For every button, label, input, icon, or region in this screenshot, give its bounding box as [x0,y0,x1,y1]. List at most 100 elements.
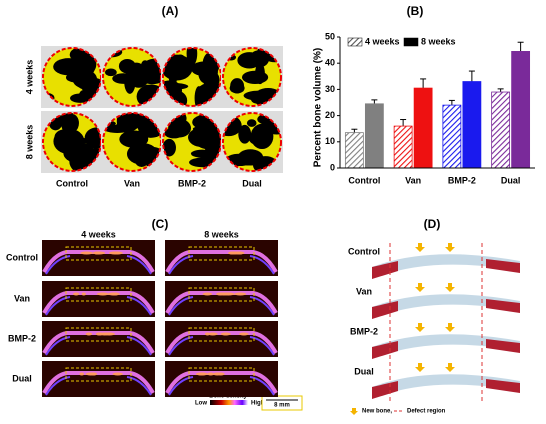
skull-arc [249,336,275,356]
defect-box [65,327,132,342]
dark-region [164,127,184,139]
x-tick-label: Dual [501,175,521,185]
skull-arc [42,371,155,394]
dark-region [60,113,75,134]
defect-box [188,367,255,382]
ct-image [165,321,278,357]
new-bone [99,332,110,336]
new-bone [91,372,97,376]
legend-new-bone: New bone, [362,409,392,415]
colorbar-high: High [251,401,265,407]
bar [344,132,364,169]
skull-arc [249,296,275,316]
column-label: Control [56,178,88,188]
new-bone [207,372,215,376]
bar [393,125,413,169]
new-bone [85,332,93,336]
bar [442,104,462,169]
tissue [372,374,520,399]
dark-region [124,69,136,94]
dark-region [230,78,245,94]
skull-arc [45,376,71,396]
skull-arc [168,255,194,275]
sample [223,113,281,171]
dark-region [237,52,262,69]
column-label: 8 weeks [204,229,239,239]
bone-right [486,379,520,393]
column-label: 4 weeks [81,229,116,239]
new-bone [96,292,109,296]
skull-arc [126,376,152,396]
row-label: Dual [354,366,374,376]
ct-image [42,281,155,317]
defect-box [65,367,132,382]
row-label: BMP-2 [8,333,36,343]
dark-region [197,113,209,138]
sample-rim [222,112,282,172]
skull-arc [249,255,275,275]
row-label: Van [356,286,372,296]
x-tick-label: Control [348,175,380,185]
row-label: BMP-2 [350,326,378,336]
new-bone [79,372,85,376]
y-tick-label: 10 [325,136,335,146]
new-bone [92,251,106,255]
defect-box [65,246,132,261]
panel-label: (C) [152,217,169,231]
skull-arc [126,255,152,275]
colorbar [210,400,248,405]
bar [413,87,433,169]
skull-arc [165,250,278,273]
skull-arc [45,255,71,275]
arrow [415,363,425,372]
bone-right [486,339,520,353]
ct-image [42,321,155,357]
dark-region [145,58,161,68]
colorbar-low: Low [195,401,207,407]
y-tick-label: 40 [325,58,335,68]
arrow [445,323,455,332]
legend-defect: Defect region [407,409,446,415]
skull-arc [165,331,278,354]
legend-label: 4 weeks [365,36,400,46]
dark-region [53,58,84,76]
row-label: Control [348,246,380,256]
new-bone [112,372,123,376]
dark-region [140,60,150,72]
panel-label: (A) [162,4,179,18]
arrow [445,283,455,292]
skull-arc [168,296,194,316]
ct-image [165,281,278,317]
new-bone [107,292,120,296]
column-label: Van [124,178,140,188]
legend-swatch [347,37,363,47]
bone-left [372,381,398,399]
dark-region [70,93,91,103]
bone-right [486,259,520,273]
row-label: Van [14,293,30,303]
new-bone [212,372,222,376]
defect-box [65,287,132,302]
defect-box [188,287,255,302]
ct-image [165,361,278,397]
arrow [415,283,425,292]
skull-arc [168,336,194,356]
skull-arc [126,336,152,356]
bone-right [486,299,520,313]
arrow [445,363,455,372]
tissue [372,334,520,359]
dark-region [264,119,281,135]
dark-region [136,113,153,134]
bone-left [372,341,398,359]
row-label: Control [6,252,38,262]
x-tick-label: Van [405,175,421,185]
defect-box [188,246,255,261]
new-bone [81,292,86,296]
dark-region [131,71,157,82]
bar [364,103,384,169]
row-label: Dual [12,373,32,383]
column-label: BMP-2 [178,178,206,188]
new-bone [202,292,213,296]
skull-arc [45,296,71,316]
